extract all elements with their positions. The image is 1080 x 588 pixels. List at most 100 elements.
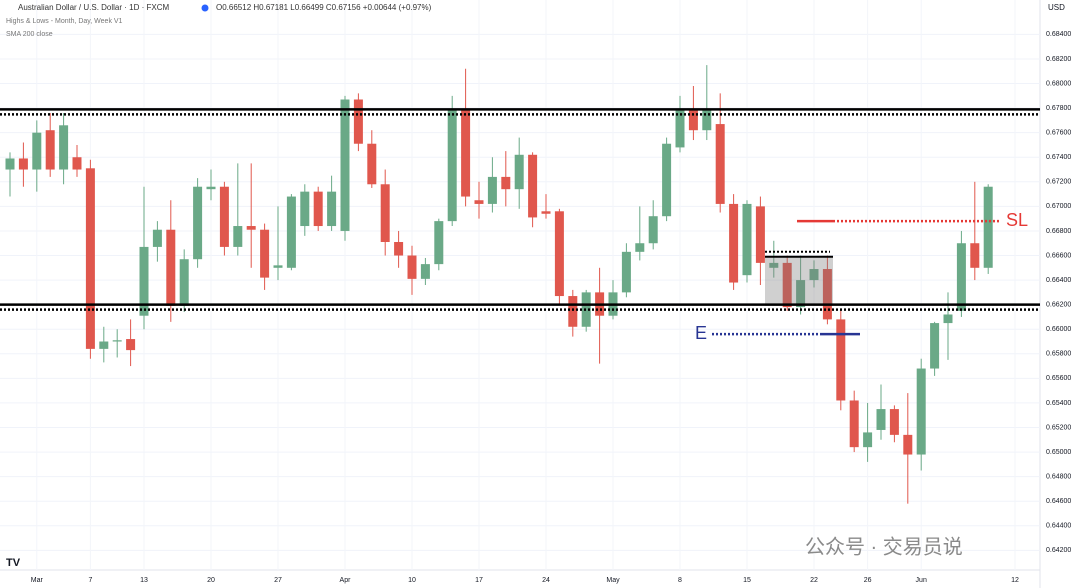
- y-tick-label: 0.64600: [1046, 498, 1071, 505]
- candle-body: [568, 296, 578, 327]
- candle-body: [675, 109, 685, 148]
- y-tick-label: 0.66200: [1046, 301, 1071, 308]
- status-dot: [201, 4, 209, 12]
- y-tick-label: 0.68200: [1046, 56, 1071, 63]
- candle-body: [702, 109, 712, 131]
- candle-body: [380, 184, 390, 243]
- candle-body: [233, 226, 243, 247]
- candle-body: [889, 409, 899, 435]
- candle-body: [876, 409, 886, 430]
- candle-body: [541, 211, 551, 214]
- x-tick-label: 8: [678, 577, 682, 584]
- candle-body: [528, 154, 538, 218]
- indicator-label: SMA 200 close: [6, 31, 53, 38]
- candle-body: [769, 262, 779, 268]
- candle-body: [246, 226, 256, 230]
- candle-body: [300, 191, 310, 227]
- candle-body: [621, 251, 631, 293]
- candle-body: [166, 229, 176, 306]
- consolidation-zone: [765, 256, 833, 306]
- candle-body: [327, 191, 337, 227]
- y-tick-label: 0.68400: [1046, 31, 1071, 38]
- candle-body: [126, 339, 136, 351]
- candle-body: [260, 229, 270, 278]
- candle-body: [206, 186, 216, 190]
- x-tick-label: 17: [475, 577, 483, 584]
- candle-body: [340, 99, 350, 231]
- y-tick-label: 0.65800: [1046, 351, 1071, 358]
- y-tick-label: 0.67600: [1046, 130, 1071, 137]
- candle-body: [18, 158, 28, 170]
- candle-body: [59, 125, 69, 170]
- candle-body: [742, 203, 752, 276]
- candle-body: [112, 340, 122, 342]
- x-tick-label: May: [606, 577, 620, 584]
- candle-body: [420, 264, 430, 279]
- candle-body: [903, 434, 913, 455]
- candle-body: [434, 221, 444, 265]
- candle-body: [474, 200, 484, 204]
- candle-body: [782, 262, 792, 308]
- ohlc-readout: O0.66512 H0.67181 L0.66499 C0.67156 +0.0…: [216, 3, 432, 12]
- candle-body: [729, 203, 739, 283]
- annotation-label: SL: [1006, 210, 1028, 230]
- y-tick-label: 0.68000: [1046, 80, 1071, 87]
- candle-body: [715, 124, 725, 204]
- candle-body: [554, 211, 564, 297]
- candle-body: [407, 255, 417, 279]
- y-tick-label: 0.65000: [1046, 449, 1071, 456]
- currency-label: USD: [1048, 3, 1065, 12]
- candle-body: [85, 168, 95, 349]
- candle-body: [179, 259, 189, 306]
- candle-body: [447, 109, 457, 222]
- x-tick-label: 12: [1011, 577, 1019, 584]
- x-tick-label: 20: [207, 577, 215, 584]
- x-tick-label: 13: [140, 577, 148, 584]
- candle-body: [956, 243, 966, 311]
- chart-title: Australian Dollar / U.S. Dollar · 1D · F…: [18, 3, 169, 12]
- candle-body: [983, 186, 993, 268]
- candle-body: [152, 229, 162, 247]
- candle-body: [5, 158, 15, 170]
- x-tick-label: Jun: [916, 577, 927, 584]
- candle-body: [849, 400, 859, 448]
- candle-body: [755, 206, 765, 263]
- x-tick-label: Apr: [340, 577, 352, 584]
- x-tick-label: 22: [810, 577, 818, 584]
- candle-body: [273, 265, 283, 268]
- candle-body: [581, 292, 591, 327]
- candle-body: [916, 368, 926, 455]
- y-tick-label: 0.67200: [1046, 179, 1071, 186]
- y-tick-label: 0.67800: [1046, 105, 1071, 112]
- candle-body: [648, 216, 658, 244]
- candle-body: [394, 242, 404, 256]
- y-tick-label: 0.64800: [1046, 473, 1071, 480]
- candle-body: [313, 191, 323, 227]
- candle-body: [193, 186, 203, 260]
- y-tick-label: 0.67000: [1046, 203, 1071, 210]
- y-tick-label: 0.64400: [1046, 523, 1071, 530]
- y-tick-label: 0.66600: [1046, 252, 1071, 259]
- candle-body: [139, 246, 149, 316]
- candle-body: [99, 341, 109, 349]
- x-tick-label: 27: [274, 577, 282, 584]
- candle-body: [796, 280, 806, 308]
- annotations: SL E: [0, 108, 1040, 343]
- y-tick-label: 0.67400: [1046, 154, 1071, 161]
- candle-body: [487, 176, 497, 204]
- y-tick-label: 0.66000: [1046, 326, 1071, 333]
- candle-body: [45, 130, 55, 170]
- candle-body: [72, 157, 82, 170]
- y-tick-label: 0.64200: [1046, 547, 1071, 554]
- candle-body: [930, 323, 940, 369]
- indicator-label: Highs & Lows - Month, Day, Week V1: [6, 18, 123, 25]
- x-tick-label: 10: [408, 577, 416, 584]
- candle-body: [635, 243, 645, 252]
- logo: TV: [6, 557, 21, 569]
- y-tick-label: 0.65400: [1046, 400, 1071, 407]
- x-tick-label: Mar: [31, 577, 44, 584]
- candle-body: [501, 176, 511, 190]
